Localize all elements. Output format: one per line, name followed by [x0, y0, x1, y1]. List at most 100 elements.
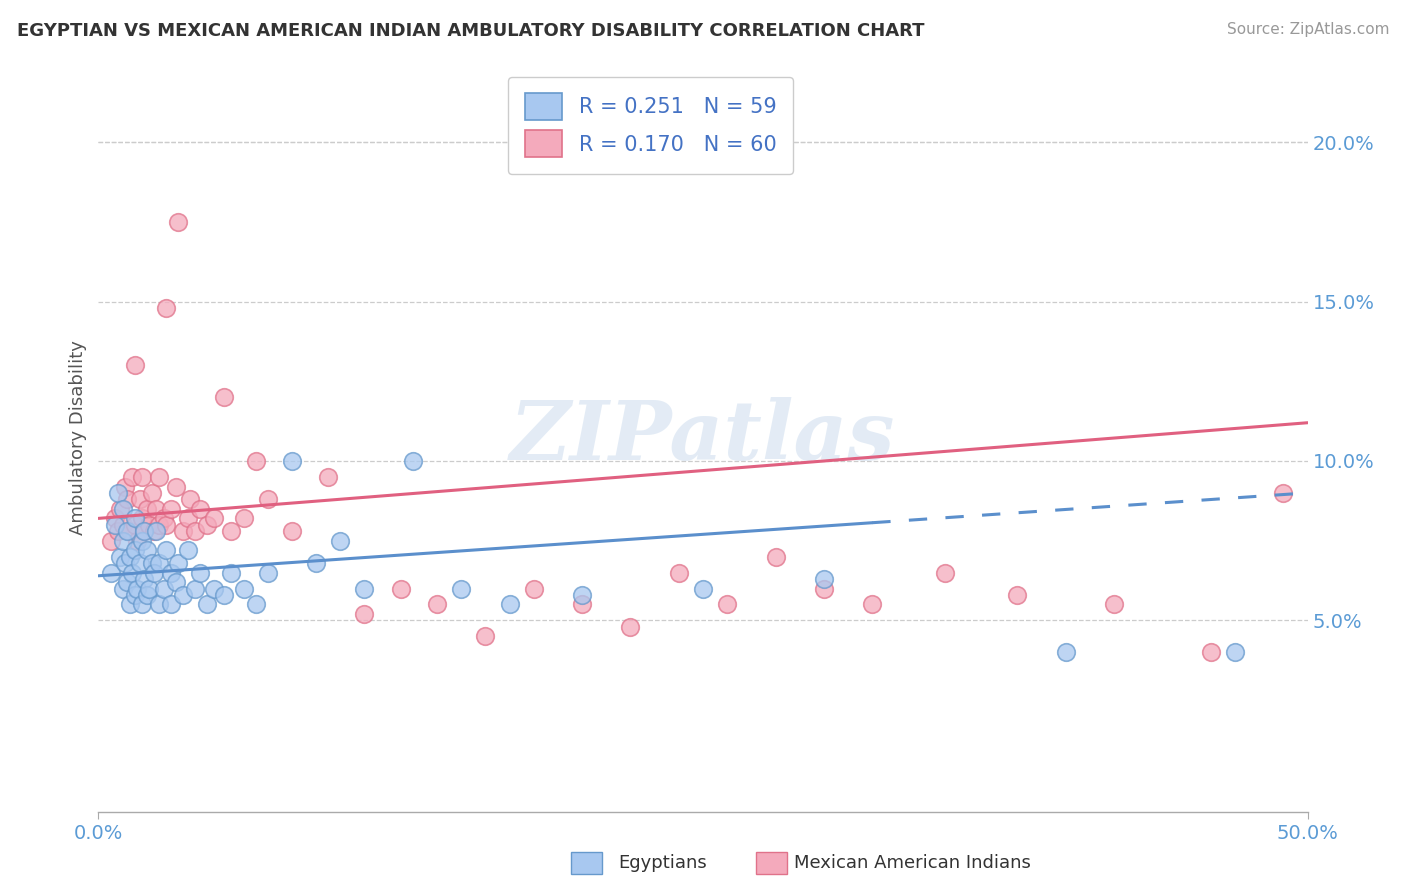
Point	[127, 533, 149, 548]
Y-axis label: Ambulatory Disability: Ambulatory Disability	[69, 340, 87, 534]
Point	[474, 629, 496, 643]
Point	[523, 582, 546, 596]
Point	[114, 479, 136, 493]
Point	[143, 524, 166, 538]
Point	[148, 470, 170, 484]
Point	[107, 486, 129, 500]
Point	[127, 582, 149, 596]
Point	[111, 501, 134, 516]
Point	[1007, 588, 1029, 602]
Point	[131, 470, 153, 484]
Point	[100, 566, 122, 580]
Point	[152, 582, 174, 596]
Point	[221, 524, 243, 538]
Point	[124, 588, 146, 602]
Point	[124, 511, 146, 525]
Point	[155, 543, 177, 558]
Point	[138, 517, 160, 532]
Point	[138, 582, 160, 596]
Point	[221, 566, 243, 580]
Point	[134, 524, 156, 538]
Point	[1272, 486, 1295, 500]
Point	[245, 598, 267, 612]
Point	[145, 501, 167, 516]
Point	[281, 454, 304, 468]
Point	[692, 582, 714, 596]
Point	[121, 566, 143, 580]
Point	[195, 598, 218, 612]
Point	[114, 556, 136, 570]
Point	[402, 454, 425, 468]
Point	[188, 566, 211, 580]
Point	[131, 598, 153, 612]
Point	[619, 620, 641, 634]
Point	[155, 517, 177, 532]
Point	[256, 566, 278, 580]
Point	[571, 588, 593, 602]
Point	[143, 566, 166, 580]
Point	[135, 501, 157, 516]
Point	[134, 524, 156, 538]
Point	[668, 566, 690, 580]
Point	[160, 566, 183, 580]
Point	[145, 524, 167, 538]
Point	[100, 533, 122, 548]
Point	[160, 598, 183, 612]
Point	[305, 556, 328, 570]
Point	[1223, 645, 1246, 659]
Point	[117, 524, 139, 538]
Point	[1102, 598, 1125, 612]
Point	[195, 517, 218, 532]
Point	[124, 359, 146, 373]
Point	[1199, 645, 1222, 659]
Point	[281, 524, 304, 538]
Point	[118, 598, 141, 612]
Point	[108, 501, 131, 516]
Point	[179, 492, 201, 507]
Point	[104, 517, 127, 532]
Point	[177, 543, 200, 558]
Point	[389, 582, 412, 596]
Point	[184, 524, 207, 538]
Point	[141, 556, 163, 570]
Point	[860, 598, 883, 612]
Point	[232, 582, 254, 596]
Point	[111, 517, 134, 532]
Point	[148, 598, 170, 612]
Point	[172, 588, 194, 602]
Point	[167, 215, 190, 229]
Point	[117, 575, 139, 590]
Point	[104, 511, 127, 525]
Point	[172, 524, 194, 538]
Point	[353, 607, 375, 621]
Point	[245, 454, 267, 468]
Point	[232, 511, 254, 525]
Point	[934, 566, 956, 580]
Point	[353, 582, 375, 596]
Point	[134, 572, 156, 586]
Point	[765, 549, 787, 564]
Point	[141, 486, 163, 500]
Point	[450, 582, 472, 596]
Point	[165, 479, 187, 493]
Point	[1054, 645, 1077, 659]
Point	[184, 582, 207, 596]
Point	[329, 533, 352, 548]
Point	[135, 543, 157, 558]
Point	[316, 470, 339, 484]
Point	[118, 549, 141, 564]
Text: Source: ZipAtlas.com: Source: ZipAtlas.com	[1226, 22, 1389, 37]
Point	[813, 572, 835, 586]
Text: Egyptians: Egyptians	[619, 855, 707, 872]
Point	[256, 492, 278, 507]
Text: EGYPTIAN VS MEXICAN AMERICAN INDIAN AMBULATORY DISABILITY CORRELATION CHART: EGYPTIAN VS MEXICAN AMERICAN INDIAN AMBU…	[17, 22, 924, 40]
Point	[716, 598, 738, 612]
Point	[426, 598, 449, 612]
Point	[498, 598, 520, 612]
Point	[148, 556, 170, 570]
Point	[107, 524, 129, 538]
Point	[111, 582, 134, 596]
Point	[152, 511, 174, 525]
Point	[165, 575, 187, 590]
Point	[111, 533, 134, 548]
